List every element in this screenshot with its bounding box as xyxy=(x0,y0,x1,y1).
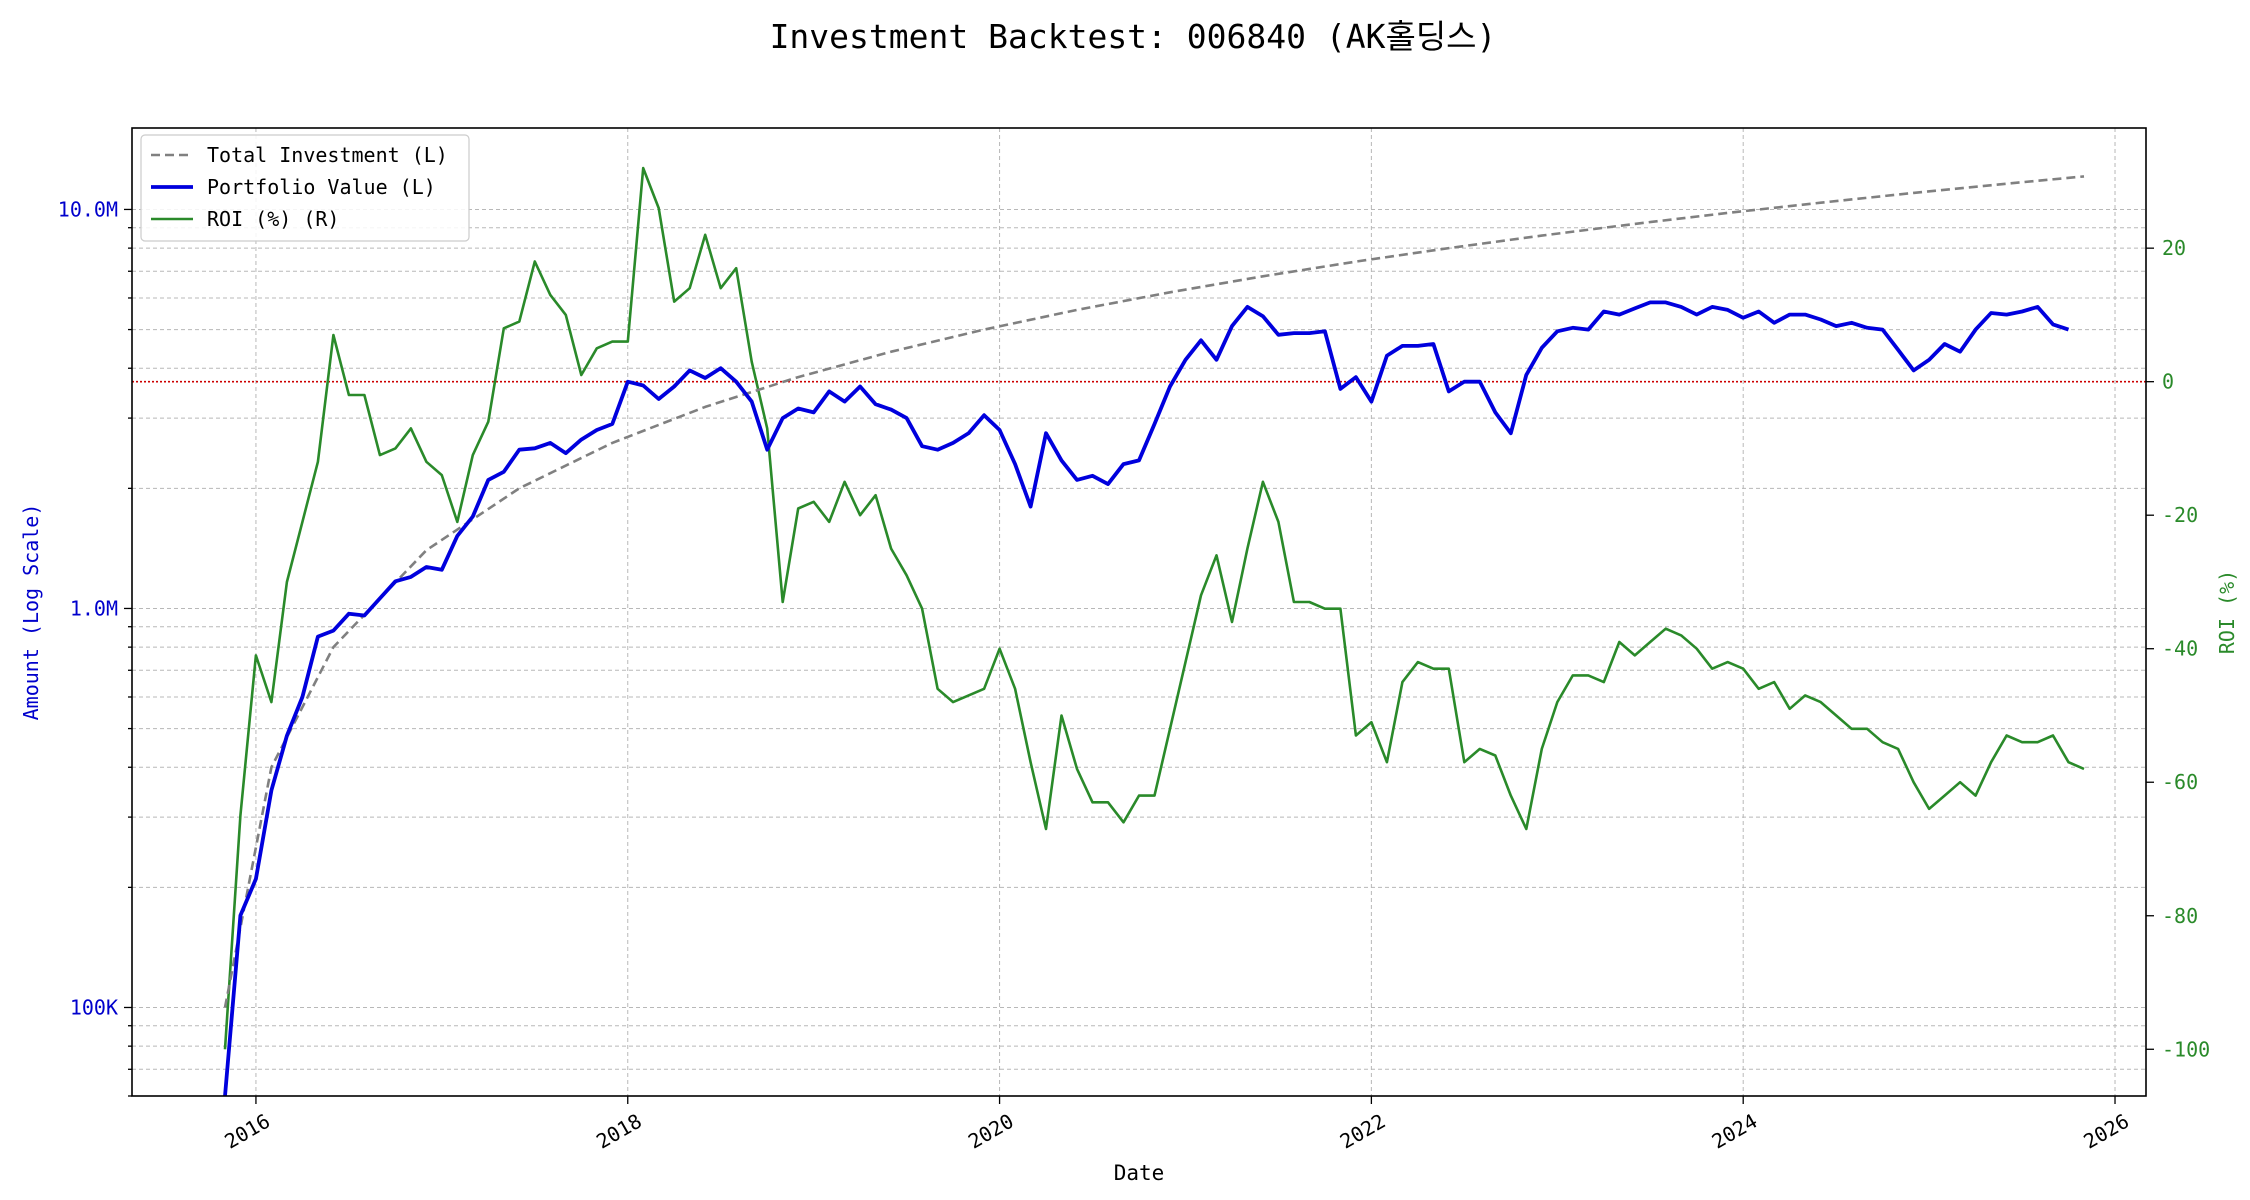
legend-box xyxy=(140,134,470,242)
right-tick-label: -20 xyxy=(2162,503,2198,527)
gridlines xyxy=(132,128,2146,1097)
right-axis: 20 0 -20 -40 -60 -80 -100 xyxy=(2146,236,2210,1061)
left-tick-label: 10.0M xyxy=(58,197,118,221)
legend-label: ROI (%) (R) xyxy=(207,207,339,231)
legend-label: Total Investment (L) xyxy=(207,143,448,167)
roi-line xyxy=(223,166,2085,1050)
right-axis-label: ROI (%) xyxy=(2215,570,2239,654)
right-tick-label: 0 xyxy=(2162,370,2174,394)
right-tick-label: 20 xyxy=(2162,236,2186,260)
right-tick-label: -60 xyxy=(2162,770,2198,794)
left-axis-label: Amount (Log Scale) xyxy=(19,504,43,721)
chart-title: Investment Backtest: 006840 (AK홀딩스) xyxy=(770,17,1497,56)
plot-area-frame xyxy=(131,127,2147,1097)
left-tick-label: 1.0M xyxy=(70,596,118,620)
total-investment-line xyxy=(223,175,2085,1008)
right-tick-label: -100 xyxy=(2162,1037,2210,1061)
left-axis: 100K 1.0M 10.0M xyxy=(58,197,132,1097)
legend-label: Portfolio Value (L) xyxy=(207,175,436,199)
x-axis-label: Date xyxy=(1114,1161,1165,1185)
portfolio-value-line xyxy=(223,300,2070,1097)
legend: Total Investment (L) Portfolio Value (L) R… xyxy=(140,134,470,242)
right-tick-label: -80 xyxy=(2162,904,2198,928)
right-tick-label: -40 xyxy=(2162,637,2198,661)
series-lines xyxy=(223,166,2085,1097)
left-tick-label: 100K xyxy=(70,995,118,1019)
